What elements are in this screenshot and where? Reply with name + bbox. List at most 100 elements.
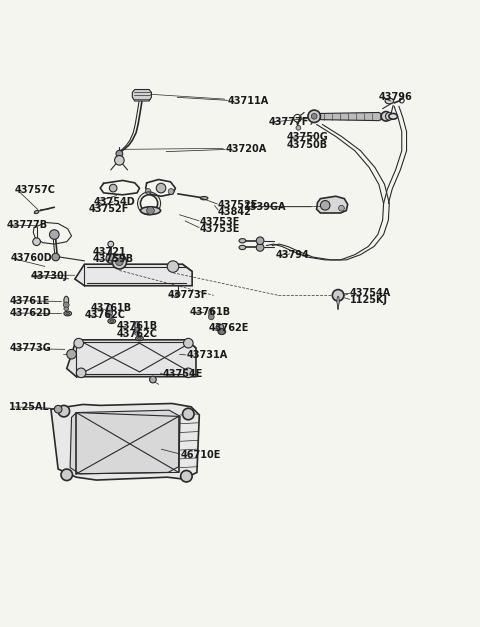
Text: 43757C: 43757C (15, 185, 56, 195)
Circle shape (74, 339, 84, 348)
Ellipse shape (337, 297, 339, 306)
Text: 43762C: 43762C (117, 329, 158, 339)
Polygon shape (317, 196, 348, 213)
Text: 43761B: 43761B (91, 303, 132, 314)
Circle shape (332, 290, 344, 301)
Circle shape (175, 292, 180, 297)
Text: 43752F: 43752F (88, 204, 129, 214)
Circle shape (107, 310, 113, 316)
Circle shape (63, 302, 69, 308)
Text: 43730J: 43730J (30, 271, 68, 281)
Text: 43796: 43796 (379, 92, 412, 102)
Ellipse shape (141, 207, 160, 214)
Ellipse shape (64, 307, 69, 310)
Ellipse shape (385, 98, 394, 104)
Circle shape (180, 470, 192, 482)
Text: 43731A: 43731A (186, 350, 228, 360)
Circle shape (112, 255, 127, 269)
Circle shape (106, 254, 116, 263)
Text: 43773F: 43773F (167, 290, 208, 300)
Text: 43711A: 43711A (228, 95, 269, 105)
Ellipse shape (216, 324, 224, 330)
Ellipse shape (135, 322, 140, 330)
Circle shape (296, 125, 301, 130)
Text: 46710E: 46710E (180, 450, 220, 460)
Circle shape (76, 368, 86, 377)
Text: 1339GA: 1339GA (244, 202, 287, 212)
Text: 43773G: 43773G (9, 344, 51, 354)
Text: 43750B: 43750B (287, 140, 328, 150)
Text: 43762D: 43762D (9, 308, 51, 318)
Ellipse shape (389, 113, 397, 119)
Text: 43777F: 43777F (269, 117, 309, 127)
Polygon shape (132, 90, 152, 101)
Circle shape (67, 349, 76, 359)
Polygon shape (75, 264, 192, 286)
Text: 43759B: 43759B (93, 255, 134, 265)
Text: 43721: 43721 (93, 247, 126, 257)
Ellipse shape (108, 319, 116, 324)
Ellipse shape (64, 311, 72, 316)
Circle shape (183, 339, 193, 348)
Text: 43754A: 43754A (350, 288, 391, 298)
Ellipse shape (138, 337, 142, 340)
Text: 1125KJ: 1125KJ (350, 295, 388, 305)
Ellipse shape (239, 239, 246, 243)
Polygon shape (51, 404, 199, 480)
Circle shape (49, 229, 59, 240)
Ellipse shape (108, 304, 112, 313)
Ellipse shape (110, 320, 114, 322)
Circle shape (61, 469, 72, 480)
Text: 43753E: 43753E (199, 224, 240, 234)
Circle shape (182, 408, 194, 419)
Text: 43754D: 43754D (94, 196, 136, 206)
Polygon shape (67, 340, 196, 377)
Circle shape (381, 112, 391, 121)
Circle shape (219, 329, 225, 335)
Text: 43842: 43842 (217, 207, 252, 217)
Circle shape (256, 244, 264, 251)
Ellipse shape (64, 297, 69, 305)
Text: 43794: 43794 (276, 250, 310, 260)
Circle shape (321, 201, 330, 210)
Circle shape (167, 261, 179, 272)
Circle shape (115, 155, 124, 165)
Text: 43761B: 43761B (190, 307, 231, 317)
Circle shape (208, 314, 214, 320)
Circle shape (385, 112, 393, 120)
Text: 43760D: 43760D (10, 253, 52, 263)
Circle shape (134, 327, 140, 333)
Text: 43754E: 43754E (162, 369, 203, 379)
Circle shape (58, 406, 70, 417)
Ellipse shape (218, 329, 226, 335)
Text: 43753F: 43753F (199, 216, 240, 226)
Circle shape (116, 258, 123, 266)
Circle shape (256, 237, 264, 245)
Ellipse shape (108, 315, 112, 318)
Circle shape (54, 406, 62, 413)
Circle shape (168, 189, 174, 194)
Circle shape (308, 110, 321, 122)
Circle shape (33, 238, 40, 246)
Text: 43761E: 43761E (9, 295, 50, 305)
Ellipse shape (209, 308, 214, 317)
Text: 43762E: 43762E (209, 323, 249, 333)
Circle shape (116, 150, 123, 157)
Circle shape (52, 253, 60, 261)
Polygon shape (321, 112, 384, 120)
Text: 43720A: 43720A (226, 144, 267, 154)
Circle shape (109, 184, 117, 192)
Ellipse shape (200, 196, 208, 200)
Ellipse shape (66, 312, 70, 315)
Circle shape (145, 189, 151, 194)
Circle shape (147, 207, 155, 214)
Circle shape (338, 205, 344, 211)
Circle shape (108, 241, 114, 247)
Text: 43761B: 43761B (117, 322, 158, 332)
Circle shape (150, 376, 156, 383)
Ellipse shape (239, 245, 246, 250)
Ellipse shape (34, 211, 39, 214)
Text: 43752E: 43752E (217, 200, 258, 210)
Text: 43777B: 43777B (6, 220, 48, 230)
Text: 1125AL: 1125AL (9, 402, 50, 412)
